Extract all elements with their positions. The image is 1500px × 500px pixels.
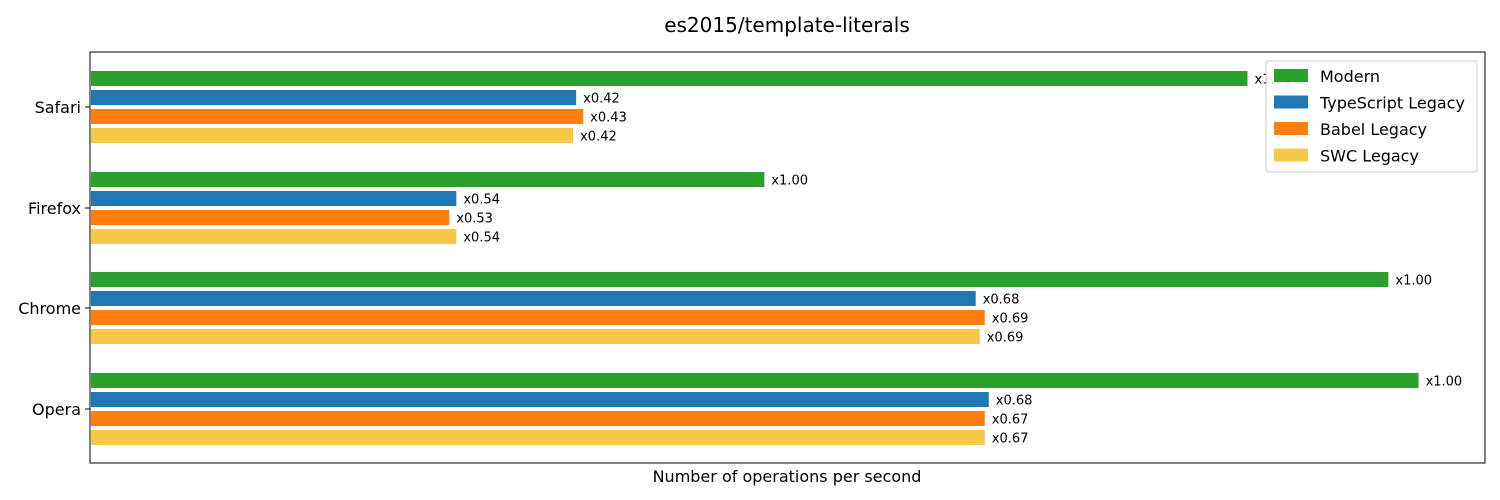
bar-safari-typescript-legacy xyxy=(91,90,577,105)
bar-chrome-typescript-legacy xyxy=(91,291,976,306)
bar-value-label: x1.00 xyxy=(1395,274,1432,289)
bar-opera-babel-legacy xyxy=(91,411,985,426)
bar-labels-group: x1.00 x0.42 x0.43 x0.42 x1.00 x0.54 x0.53 x0.54… xyxy=(456,73,1462,447)
bar-safari-modern xyxy=(91,71,1248,86)
bar-firefox-babel-legacy xyxy=(91,210,450,225)
bar-value-label: x0.54 xyxy=(463,193,500,208)
legend: Modern TypeScript Legacy Babel Legacy SWC L… xyxy=(1265,60,1478,173)
bar-safari-swc-legacy xyxy=(91,128,574,143)
bar-opera-swc-legacy xyxy=(91,430,985,445)
bar-firefox-swc-legacy xyxy=(91,229,457,244)
bars-group xyxy=(91,71,1419,445)
legend-swatch xyxy=(1274,122,1308,135)
bar-value-label: x0.67 xyxy=(992,413,1029,428)
bar-firefox-typescript-legacy xyxy=(91,191,457,206)
bar-value-label: x1.00 xyxy=(1426,375,1463,390)
y-tick-label-chrome: Chrome xyxy=(18,299,81,318)
legend-entry-label: Modern xyxy=(1320,67,1380,86)
legend-swatch xyxy=(1274,95,1308,109)
bar-safari-babel-legacy xyxy=(91,109,584,124)
bar-value-label: x0.67 xyxy=(992,432,1029,447)
bar-chrome-babel-legacy xyxy=(91,310,985,325)
y-tick-label-opera: Opera xyxy=(32,400,81,419)
legend-entry-label: TypeScript Legacy xyxy=(1319,94,1465,113)
bar-value-label: x0.68 xyxy=(996,394,1033,409)
bar-chrome-modern xyxy=(91,272,1389,287)
y-axis: Safari Firefox Chrome Opera xyxy=(18,98,90,419)
x-axis-label: Number of operations per second xyxy=(653,467,922,486)
plot-frame xyxy=(89,51,1486,464)
bar-opera-typescript-legacy xyxy=(91,392,989,407)
bar-value-label: x0.69 xyxy=(987,331,1024,346)
legend-swatch xyxy=(1274,148,1308,162)
legend-entry-label: SWC Legacy xyxy=(1320,147,1419,166)
bar-value-label: x0.68 xyxy=(983,293,1020,308)
bar-value-label: x0.43 xyxy=(590,111,627,126)
bar-opera-modern xyxy=(91,373,1419,388)
bar-value-label: x0.69 xyxy=(992,312,1029,327)
legend-swatch xyxy=(1274,69,1308,82)
bar-firefox-modern xyxy=(91,172,765,187)
bar-value-label: x0.42 xyxy=(580,130,617,145)
bar-value-label: x1.00 xyxy=(771,174,808,189)
bar-value-label: x0.54 xyxy=(463,231,500,246)
bar-chrome-swc-legacy xyxy=(91,329,980,344)
legend-box xyxy=(1265,60,1478,173)
bar-value-label: x0.42 xyxy=(583,92,620,107)
y-tick-label-safari: Safari xyxy=(35,98,81,117)
chart-title: es2015/template-literals xyxy=(664,13,910,37)
bar-value-label: x0.53 xyxy=(456,212,493,227)
y-tick-label-firefox: Firefox xyxy=(28,199,81,218)
legend-entry-label: Babel Legacy xyxy=(1320,120,1427,139)
